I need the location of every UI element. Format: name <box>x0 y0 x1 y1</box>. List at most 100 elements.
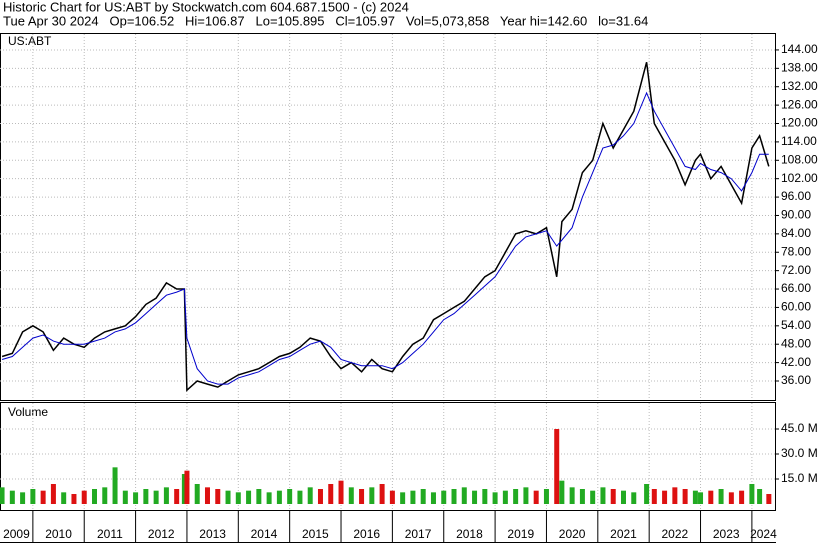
y-tick-label: 138.00 <box>781 61 818 75</box>
x-tick-label: 2013 <box>199 527 226 541</box>
volume-bar <box>20 492 26 504</box>
volume-bar <box>122 490 128 504</box>
volume-bar <box>718 489 724 504</box>
volume-bar <box>708 490 714 504</box>
volume-bar <box>143 489 149 504</box>
volume-bar <box>163 487 169 504</box>
y-tick-label: 72.00 <box>781 263 811 277</box>
volume-bar <box>81 490 87 504</box>
x-tick-label: 2009 <box>3 527 30 541</box>
y-tick-label: 96.00 <box>781 189 811 203</box>
x-tick-label: 2021 <box>610 527 637 541</box>
volume-bar <box>184 470 190 504</box>
y-tick-label: 42.00 <box>781 355 811 369</box>
volume-bar <box>728 492 734 504</box>
volume-bar <box>441 490 447 504</box>
volume-bar <box>631 492 637 504</box>
y-tick-label: 78.00 <box>781 244 811 258</box>
y-tick-label: 108.00 <box>781 152 818 166</box>
x-tick-label: 2020 <box>559 527 586 541</box>
volume-bar <box>112 467 118 504</box>
volume-bar <box>389 490 395 504</box>
price-frame <box>0 33 776 401</box>
header-quote: Tue Apr 30 2024 Op=106.52 Hi=106.87 Lo=1… <box>3 13 648 28</box>
volume-bar <box>610 489 616 504</box>
y-tick-label: 45.0 M <box>781 421 818 435</box>
y-tick-label: 144.00 <box>781 42 818 56</box>
volume-bar <box>91 489 97 504</box>
volume-bar <box>600 487 606 504</box>
volume-bar <box>50 484 56 504</box>
volume-bar <box>204 487 210 504</box>
volume-bar <box>492 492 498 504</box>
volume-bar <box>246 490 252 504</box>
volume-bar <box>559 480 565 504</box>
volume-bar <box>472 490 478 504</box>
x-tick-label: 2010 <box>45 527 72 541</box>
volume-bar <box>40 490 46 504</box>
volume-bar <box>338 480 344 504</box>
volume-bar <box>502 490 508 504</box>
price-line <box>1 91 769 385</box>
volume-bar <box>749 484 755 504</box>
y-tick-label: 90.00 <box>781 208 811 222</box>
volume-bar <box>400 492 406 504</box>
volume-bar <box>369 487 375 504</box>
volume-label: Volume <box>8 405 48 419</box>
volume-bar <box>543 489 549 504</box>
volume-bar <box>61 492 67 504</box>
volume-bar <box>590 490 596 504</box>
volume-bar <box>379 484 385 504</box>
volume-bar <box>194 484 200 504</box>
volume-bar <box>420 489 426 504</box>
volume-bar <box>766 494 772 504</box>
volume-bar <box>287 489 293 504</box>
volume-bar <box>276 490 282 504</box>
y-tick-label: 114.00 <box>781 134 817 148</box>
volume-bar <box>133 492 139 504</box>
volume-bar <box>672 487 678 504</box>
x-tick-label: 2024 <box>750 527 777 541</box>
volume-bar <box>513 489 519 504</box>
volume-bar <box>215 489 221 504</box>
volume-bar <box>692 490 698 504</box>
y-tick-label: 15.0 M <box>781 471 818 485</box>
volume-bar <box>0 487 5 504</box>
x-tick-label: 2015 <box>302 527 329 541</box>
y-tick-label: 126.00 <box>781 97 818 111</box>
y-tick-label: 54.00 <box>781 318 811 332</box>
x-tick-label: 2017 <box>405 527 432 541</box>
price-line <box>1 62 770 392</box>
volume-bar <box>30 489 36 504</box>
volume-bar <box>297 490 303 504</box>
volume-bar <box>698 492 704 504</box>
volume-bar <box>644 484 650 504</box>
volume-bar <box>739 490 745 504</box>
volume-bar <box>451 489 457 504</box>
volume-bar <box>410 490 416 504</box>
volume-bar <box>225 490 231 504</box>
volume-bar <box>651 489 657 504</box>
x-tick-label: 2019 <box>507 527 534 541</box>
y-tick-label: 120.00 <box>781 116 818 130</box>
volume-bar <box>482 489 488 504</box>
header-title: Historic Chart for US:ABT by Stockwatch.… <box>3 0 409 14</box>
volume-bar <box>317 489 323 504</box>
volume-bar <box>235 492 241 504</box>
y-tick-label: 48.00 <box>781 336 811 350</box>
y-tick-label: 132.00 <box>781 79 818 93</box>
x-tick-label: 2016 <box>353 527 380 541</box>
volume-bar <box>266 492 272 504</box>
volume-bar <box>256 489 262 504</box>
y-tick-label: 66.00 <box>781 281 811 295</box>
y-tick-label: 102.00 <box>781 171 818 185</box>
volume-bar <box>181 474 187 504</box>
x-tick-label: 2022 <box>661 527 688 541</box>
volume-bar <box>71 494 77 504</box>
volume-bar <box>174 489 180 504</box>
volume-bar <box>430 492 436 504</box>
x-tick-label: 2011 <box>97 527 123 541</box>
volume-bar <box>682 489 688 504</box>
